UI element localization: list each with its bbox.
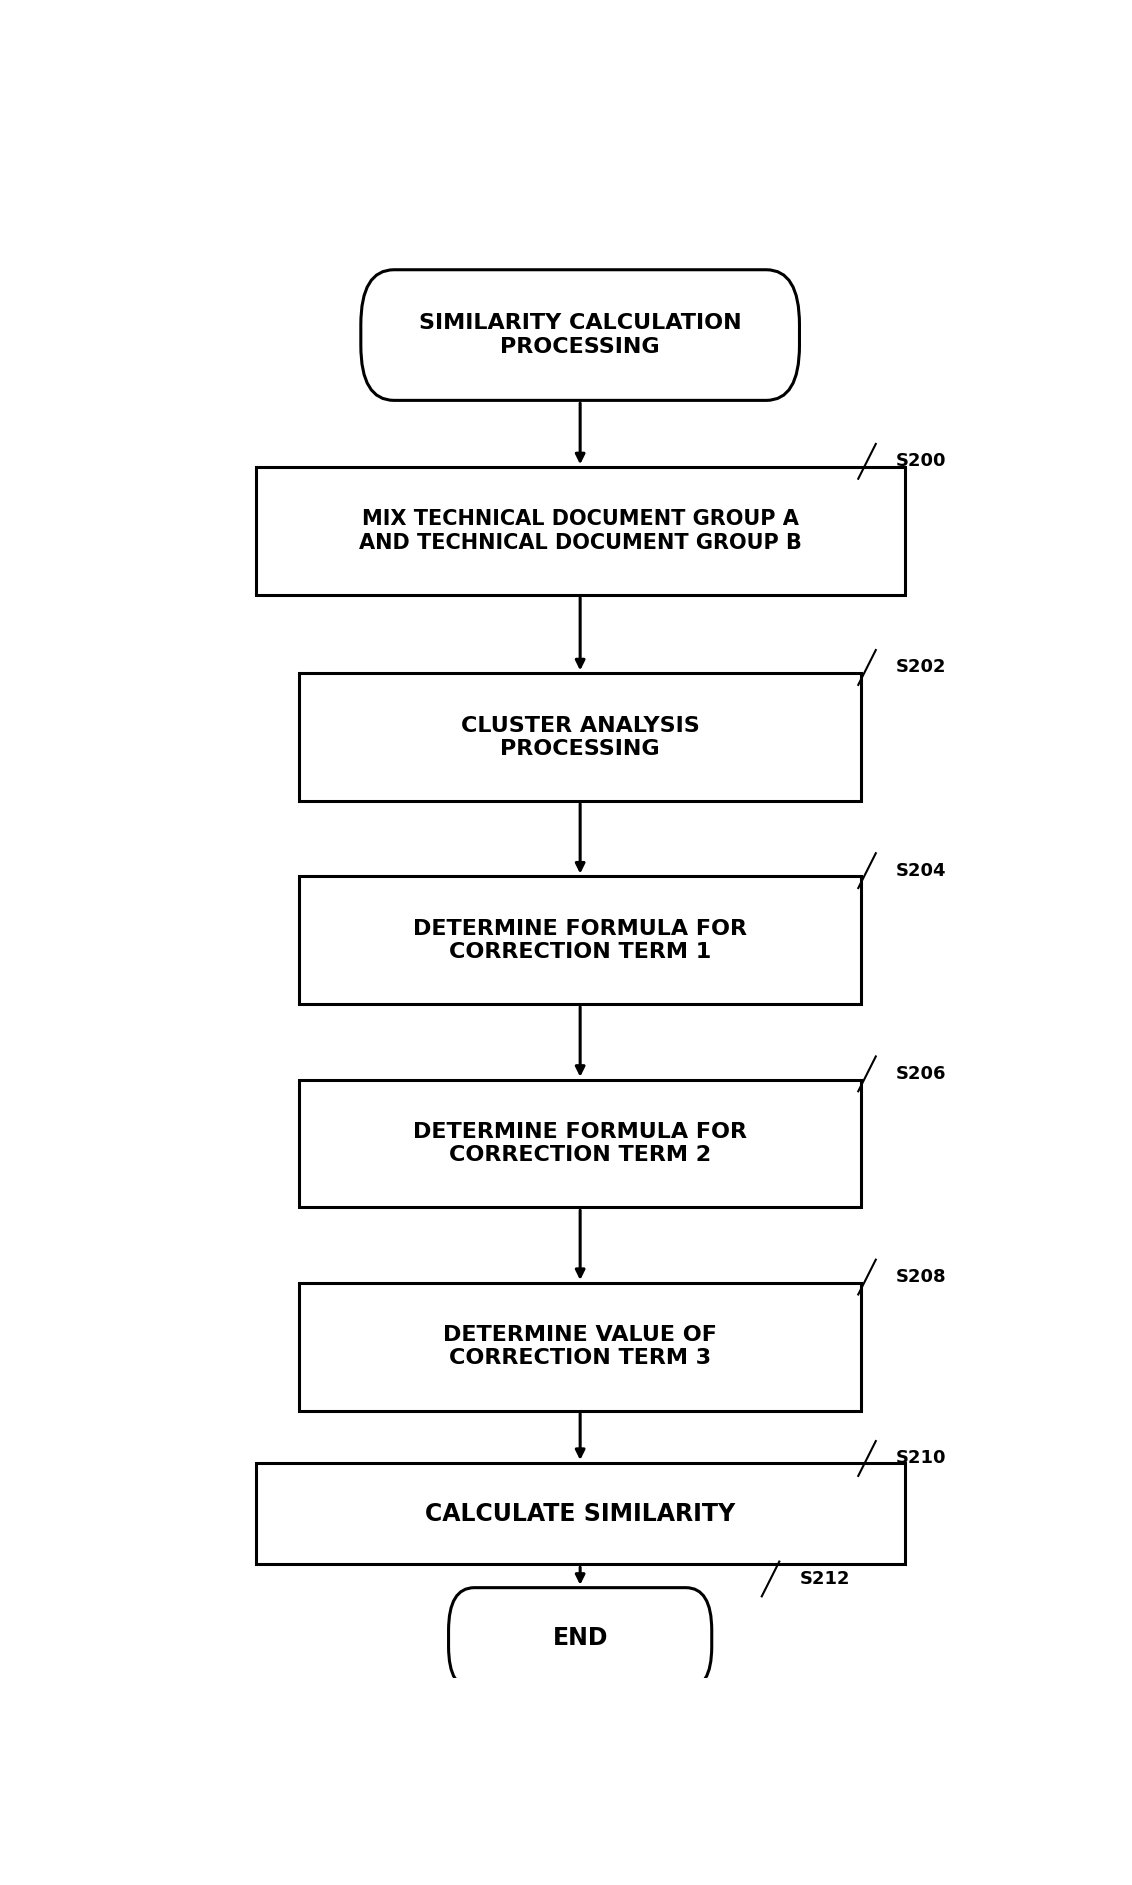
Text: S210: S210	[897, 1450, 946, 1468]
FancyBboxPatch shape	[361, 270, 799, 400]
Text: CALCULATE SIMILARITY: CALCULATE SIMILARITY	[424, 1502, 736, 1525]
FancyBboxPatch shape	[448, 1587, 712, 1689]
Bar	[299, 1080, 861, 1208]
Text: S206: S206	[897, 1065, 946, 1082]
Text: SIMILARITY CALCULATION
PROCESSING: SIMILARITY CALCULATION PROCESSING	[419, 313, 741, 356]
Text: END: END	[552, 1627, 608, 1651]
Bar	[256, 1463, 904, 1565]
Text: S202: S202	[897, 658, 946, 677]
Text: S204: S204	[897, 861, 946, 880]
Bar	[256, 467, 904, 596]
Text: MIX TECHNICAL DOCUMENT GROUP A
AND TECHNICAL DOCUMENT GROUP B: MIX TECHNICAL DOCUMENT GROUP A AND TECHN…	[359, 509, 801, 552]
Bar	[299, 877, 861, 1005]
Text: CLUSTER ANALYSIS
PROCESSING: CLUSTER ANALYSIS PROCESSING	[461, 716, 700, 758]
Text: DETERMINE VALUE OF
CORRECTION TERM 3: DETERMINE VALUE OF CORRECTION TERM 3	[444, 1325, 717, 1369]
Text: DETERMINE FORMULA FOR
CORRECTION TERM 2: DETERMINE FORMULA FOR CORRECTION TERM 2	[413, 1122, 747, 1165]
Bar	[299, 1284, 861, 1410]
Bar	[299, 673, 861, 801]
Text: S208: S208	[897, 1269, 946, 1286]
Text: S212: S212	[799, 1570, 850, 1587]
Text: DETERMINE FORMULA FOR
CORRECTION TERM 1: DETERMINE FORMULA FOR CORRECTION TERM 1	[413, 918, 747, 961]
Text: S200: S200	[897, 452, 946, 471]
